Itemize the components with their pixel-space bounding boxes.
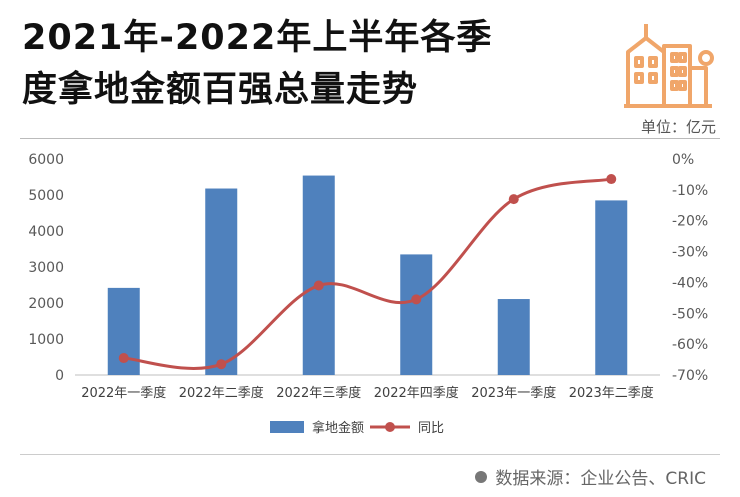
bullet-dot-icon xyxy=(475,470,488,483)
chart-title: 2021年-2022年上半年各季 度拿地金额百强总量走势 xyxy=(22,12,492,116)
unit-label: 单位：亿元 xyxy=(640,118,716,136)
source-note: 数据来源：企业公告、CRIC xyxy=(475,464,706,489)
title-line-2: 度拿地金额百强总量走势 xyxy=(22,70,419,110)
x-tick-label: 2023年二季度 xyxy=(569,385,654,401)
yoy-point-6 xyxy=(606,174,617,185)
y-right-tick-label: -60% xyxy=(672,337,708,353)
y-left-tick-label: 6000 xyxy=(28,152,64,168)
legend-bar-label: 拿地金额 xyxy=(312,420,364,436)
y-right-tick-label: -30% xyxy=(672,245,708,261)
legend-line-label: 同比 xyxy=(418,421,444,436)
x-tick-label: 2022年二季度 xyxy=(179,385,264,401)
bottom-divider xyxy=(20,454,720,455)
title-line-1: 2021年-2022年上半年各季 xyxy=(22,18,493,58)
y-right-tick-label: -50% xyxy=(672,306,708,322)
bar-5 xyxy=(497,299,530,375)
yoy-point-2 xyxy=(216,359,227,370)
x-tick-label: 2022年三季度 xyxy=(276,385,361,401)
y-left-tick-label: 1000 xyxy=(28,332,64,348)
y-left-tick-label: 5000 xyxy=(28,188,64,204)
yoy-point-4 xyxy=(411,294,422,305)
y-left-tick-label: 4000 xyxy=(28,224,64,240)
x-tick-label: 2023年一季度 xyxy=(471,385,556,401)
y-right-tick-label: -20% xyxy=(672,214,708,230)
x-tick-label: 2022年一季度 xyxy=(81,385,166,401)
bar-4 xyxy=(400,254,433,375)
bar-3 xyxy=(302,175,335,375)
y-left-tick-label: 3000 xyxy=(28,260,64,276)
yoy-point-5 xyxy=(508,194,519,205)
x-tick-label: 2022年四季度 xyxy=(374,385,459,401)
yoy-point-3 xyxy=(313,280,324,291)
y-left-tick-label: 0 xyxy=(55,368,64,384)
legend-bar-swatch xyxy=(270,421,304,433)
chart-area: 0 1000 2000 3000 4000 5000 6000 0% -10% -20% -30% -… xyxy=(28,152,708,436)
y-right-tick-label: -70% xyxy=(672,368,708,384)
bar-2 xyxy=(205,188,238,375)
building-logo-icon xyxy=(624,24,714,108)
yoy-point-1 xyxy=(118,353,129,364)
y-right-tick-label: 0% xyxy=(672,152,694,168)
legend-line-marker xyxy=(385,422,395,432)
source-text: 数据来源：企业公告、CRIC xyxy=(495,469,706,489)
yoy-line xyxy=(123,177,612,370)
top-divider xyxy=(20,138,720,139)
y-right-tick-label: -40% xyxy=(672,275,708,291)
bar-6 xyxy=(595,200,628,375)
y-left-tick-label: 2000 xyxy=(28,296,64,312)
y-right-tick-label: -10% xyxy=(672,183,708,199)
